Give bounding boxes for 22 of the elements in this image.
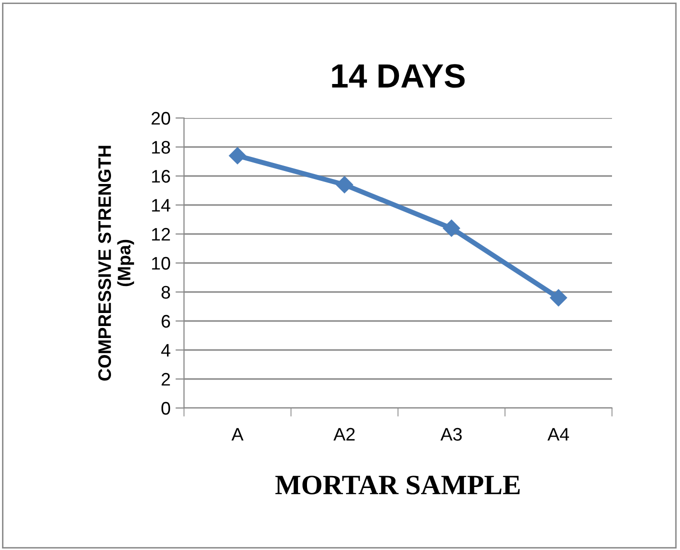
point — [228, 147, 246, 164]
x-axis-title: MORTAR SAMPLE — [275, 476, 520, 494]
y-tick-label: 0 — [161, 402, 170, 415]
chart-title: 14 DAYS — [332, 64, 465, 88]
x-tick-label: A3 — [440, 428, 462, 441]
x-tick-label: A4 — [547, 428, 570, 441]
y-tick-label: 4 — [161, 344, 170, 357]
y-tick-label: 20 — [152, 112, 170, 125]
y-axis-title: COMPRESSIVE STRENGTH (Mpa) — [98, 146, 134, 381]
y-tick-label: 8 — [162, 286, 170, 299]
y-tick-label: 18 — [152, 140, 170, 154]
y-tick-label: 6 — [162, 314, 170, 328]
y-tick-label: 12 — [152, 228, 170, 241]
y-tick-label: 10 — [152, 256, 170, 270]
y-tick-label: 2 — [162, 372, 170, 386]
y-tick-label: 14 — [152, 199, 170, 212]
point — [336, 176, 354, 194]
x-tick-label: A2 — [333, 428, 355, 441]
point — [550, 289, 568, 306]
point — [442, 220, 460, 237]
x-tick-label: A — [232, 428, 244, 441]
y-tick-label: 16 — [152, 170, 170, 183]
